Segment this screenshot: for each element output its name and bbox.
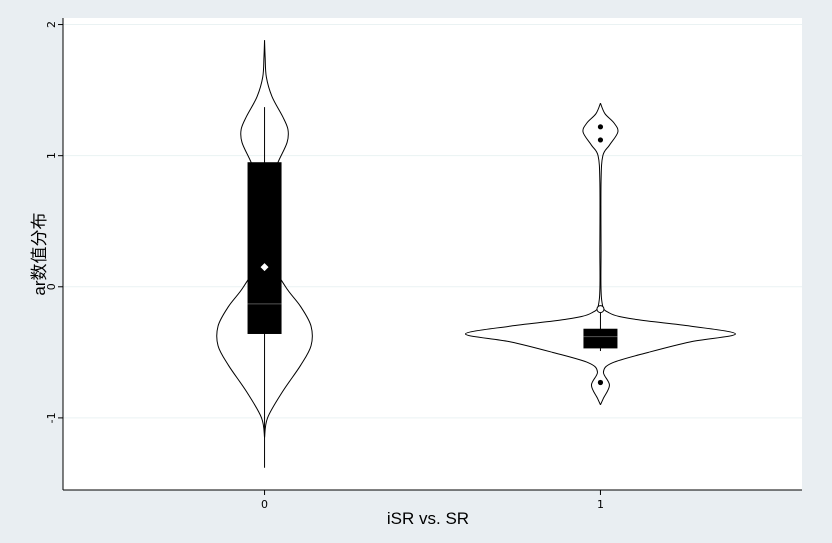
- violin-outline-right: [599, 103, 736, 405]
- outlier-point: [597, 379, 604, 386]
- x-tick-label: 1: [597, 498, 604, 511]
- mean-marker: [260, 263, 269, 272]
- y-axis-title: ar数值分布: [30, 212, 49, 295]
- iqr-box: [247, 162, 282, 334]
- violin-outline-left: [464, 103, 601, 405]
- gridlines: [63, 24, 802, 419]
- y-tick-label: 2: [45, 21, 58, 28]
- violins: [216, 40, 736, 468]
- iqr-box: [583, 328, 618, 349]
- x-axis-title: iSR vs. SR: [387, 509, 469, 528]
- y-tick-label: 0: [45, 283, 58, 290]
- outlier-point: [597, 137, 604, 143]
- y-tick-label: 1: [45, 152, 58, 159]
- mean-marker: [596, 305, 605, 314]
- outlier-point: [597, 124, 604, 130]
- axes: 2 1 0 -1 0 1: [45, 18, 802, 511]
- y-tick-label: -1: [45, 412, 58, 423]
- plot-area: [63, 18, 802, 490]
- x-tick-label: 0: [261, 498, 268, 511]
